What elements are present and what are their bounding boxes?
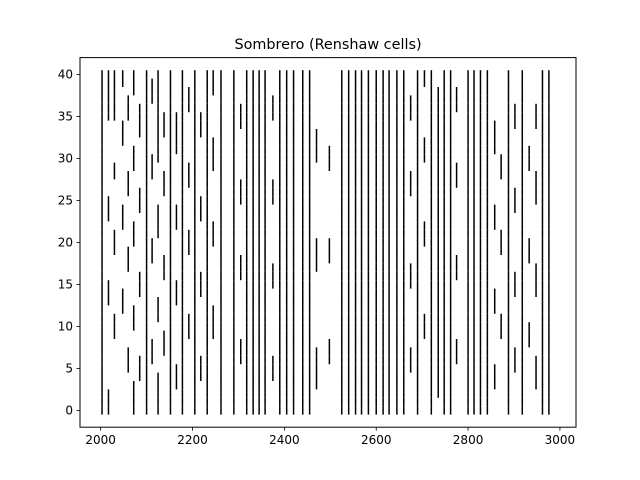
y-tick-label: 0	[65, 404, 73, 418]
x-tick-label: 2800	[453, 433, 484, 447]
x-axis: 2000 2200 2400 2600 2800 3000	[85, 427, 575, 447]
y-tick-label: 30	[58, 152, 73, 166]
x-tick-label: 3000	[545, 433, 576, 447]
x-tick-label: 2400	[269, 433, 300, 447]
y-tick-label: 5	[65, 362, 73, 376]
chart-title: Sombrero (Renshaw cells)	[234, 37, 421, 53]
y-tick-label: 15	[58, 278, 73, 292]
y-axis: 0 5 10 15 20 25 30 35 40	[58, 68, 80, 418]
y-tick-label: 35	[58, 110, 73, 124]
axes-frame	[79, 57, 577, 428]
x-tick-label: 2200	[177, 433, 208, 447]
x-tick-label: 2000	[85, 433, 116, 447]
y-tick-label: 25	[58, 194, 73, 208]
x-tick-label: 2600	[361, 433, 392, 447]
y-tick-label: 10	[58, 320, 73, 334]
y-tick-label: 40	[58, 68, 73, 82]
y-tick-label: 20	[58, 236, 73, 250]
spike-marks	[101, 70, 550, 415]
